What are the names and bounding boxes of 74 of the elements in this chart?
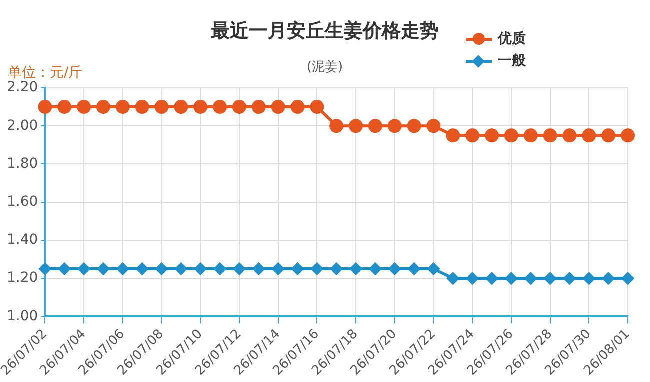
- point: [564, 272, 576, 285]
- point: [233, 263, 246, 276]
- point: [174, 100, 188, 114]
- point: [194, 100, 208, 114]
- point: [310, 100, 324, 114]
- point: [544, 272, 556, 285]
- point: [214, 263, 226, 276]
- point: [466, 128, 480, 143]
- point: [116, 263, 129, 276]
- legend-label: 优质: [498, 30, 526, 48]
- point: [368, 119, 382, 134]
- point: [292, 263, 304, 276]
- point: [485, 128, 500, 143]
- point: [350, 263, 362, 276]
- point: [602, 128, 616, 143]
- point: [562, 128, 577, 143]
- point: [622, 272, 634, 285]
- point: [290, 100, 305, 114]
- point: [252, 263, 265, 276]
- y-axis-title: 单位：元/斤: [8, 64, 83, 81]
- point: [486, 272, 498, 285]
- point: [116, 100, 130, 114]
- chart-title: 最近一月安丘生姜价格走势: [211, 20, 439, 42]
- point: [447, 272, 460, 285]
- point: [583, 272, 596, 285]
- legend-label: 一般: [498, 52, 526, 70]
- point: [135, 100, 150, 114]
- point: [602, 272, 615, 285]
- y-tick-label: 1.00: [7, 308, 38, 324]
- point: [349, 119, 364, 134]
- y-tick-label: 1.40: [7, 232, 38, 248]
- point: [58, 263, 71, 276]
- point: [97, 263, 110, 276]
- point: [213, 100, 228, 114]
- point: [232, 100, 246, 114]
- point: [388, 119, 402, 134]
- chart-subtitle: (泥姜): [306, 60, 344, 75]
- point: [58, 100, 72, 114]
- point: [271, 100, 286, 114]
- point: [524, 128, 538, 143]
- point: [426, 119, 441, 134]
- point: [252, 100, 266, 114]
- point: [272, 263, 284, 276]
- point: [330, 263, 343, 276]
- point: [96, 100, 110, 114]
- point: [543, 128, 558, 143]
- y-tick-label: 1.60: [7, 194, 38, 210]
- y-tick-label: 1.20: [7, 270, 38, 286]
- y-tick-label: 1.80: [7, 156, 38, 172]
- point: [38, 100, 52, 114]
- point: [407, 119, 422, 134]
- y-tick-label: 2.20: [7, 80, 38, 96]
- point: [504, 128, 518, 143]
- point: [175, 263, 188, 276]
- point: [369, 263, 382, 276]
- point: [77, 100, 92, 114]
- point: [194, 263, 207, 276]
- point: [505, 272, 518, 285]
- point: [156, 263, 168, 276]
- point: [136, 263, 148, 276]
- point: [446, 128, 460, 143]
- point: [78, 263, 90, 276]
- point: [428, 263, 440, 276]
- point: [388, 263, 401, 276]
- point: [311, 263, 324, 276]
- point: [39, 263, 52, 276]
- point: [582, 128, 596, 143]
- point: [330, 119, 344, 134]
- point: [408, 263, 420, 276]
- point: [154, 100, 169, 114]
- point: [524, 272, 537, 285]
- point: [621, 128, 635, 143]
- point: [466, 272, 479, 285]
- y-tick-label: 2.00: [7, 118, 38, 134]
